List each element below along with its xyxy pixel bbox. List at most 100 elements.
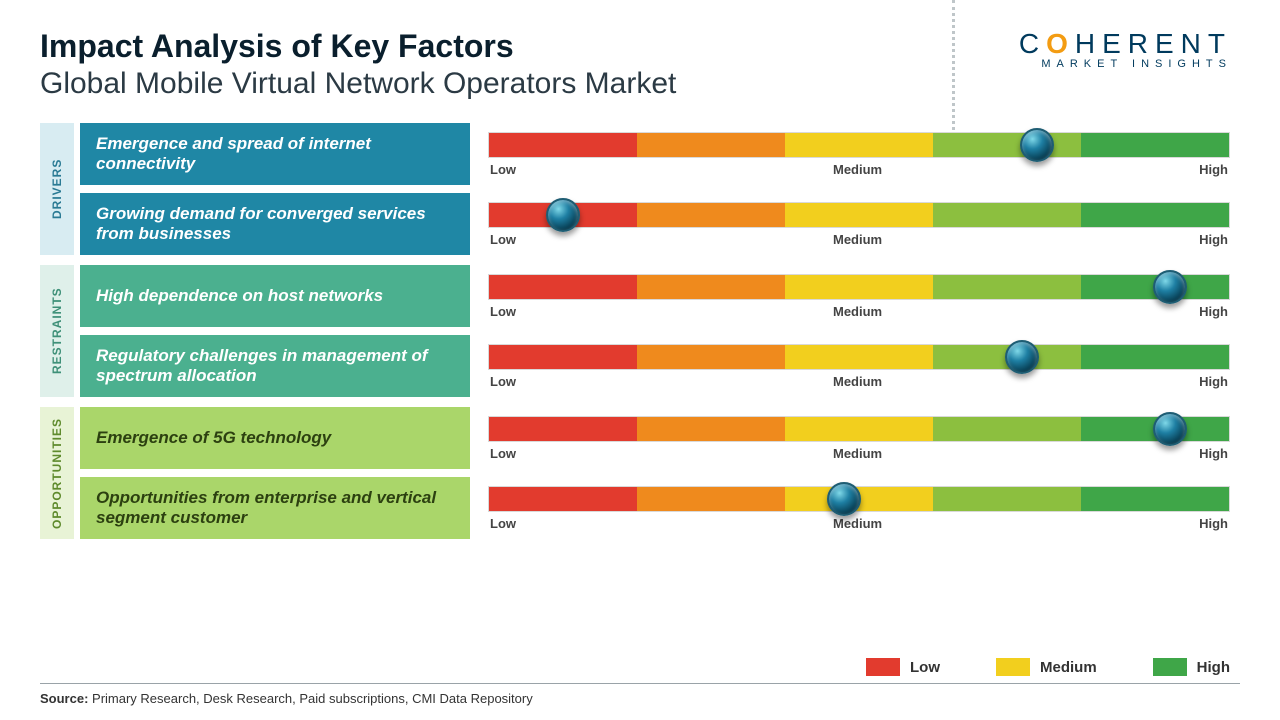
- logo-pre: C: [1019, 28, 1046, 59]
- scale-low: Low: [490, 516, 516, 531]
- impact-bar: [488, 344, 1230, 370]
- legend: Low Medium High: [866, 658, 1230, 676]
- bar-segment: [785, 275, 933, 299]
- rows-container: Emergence of 5G technology Low Medium High O…: [80, 407, 1240, 539]
- scale-high: High: [1199, 162, 1228, 177]
- scale-low: Low: [490, 446, 516, 461]
- source-text: Primary Research, Desk Research, Paid su…: [88, 691, 532, 706]
- impact-bar: [488, 486, 1230, 512]
- bar-segment: [785, 133, 933, 157]
- category-label-opps: OPPORTUNITIES: [40, 407, 74, 539]
- bar-segment: [637, 345, 785, 369]
- page-subtitle: Global Mobile Virtual Network Operators …: [40, 67, 676, 101]
- scale-wrap: Low Medium High: [488, 416, 1240, 461]
- scale-labels: Low Medium High: [488, 162, 1230, 177]
- scale-high: High: [1199, 446, 1228, 461]
- bar-segment: [785, 345, 933, 369]
- bar-segment: [1081, 487, 1229, 511]
- scale-labels: LowMediumHigh: [488, 374, 1230, 389]
- scale-labels: Low Medium High: [488, 304, 1230, 319]
- impact-knob[interactable]: [827, 482, 861, 516]
- impact-knob[interactable]: [1153, 412, 1187, 446]
- factor-box: Emergence and spread of internet connect…: [80, 123, 470, 185]
- header: Impact Analysis of Key Factors Global Mo…: [0, 0, 1280, 115]
- scale-high: High: [1199, 232, 1228, 247]
- factor-row: High dependence on host networks Low Mediu…: [80, 265, 1240, 327]
- factor-box: Emergence of 5G technology: [80, 407, 470, 469]
- impact-bar: [488, 202, 1230, 228]
- impact-knob[interactable]: [1153, 270, 1187, 304]
- bar-segment: [1081, 133, 1229, 157]
- scale-labels: LowMediumHigh: [488, 232, 1230, 247]
- bar-segment: [637, 203, 785, 227]
- bar-segment: [785, 417, 933, 441]
- category-label-restraints: RESTRAINTS: [40, 265, 74, 397]
- scale-high: High: [1199, 304, 1228, 319]
- factor-box: Opportunities from enterprise and vertic…: [80, 477, 470, 539]
- bar-segment: [637, 487, 785, 511]
- impact-bar: [488, 132, 1230, 158]
- scale-high: High: [1199, 516, 1228, 531]
- brand-logo: COHERENT MARKET INSIGHTS: [1019, 28, 1240, 70]
- factor-box: Growing demand for converged services fr…: [80, 193, 470, 255]
- legend-swatch: [996, 658, 1030, 676]
- bar-segment: [489, 487, 637, 511]
- legend-label: Low: [910, 659, 940, 676]
- bottom-rule: [40, 683, 1240, 684]
- scale-medium: Medium: [833, 304, 882, 319]
- factor-group-drivers: DRIVERSEmergence and spread of internet …: [40, 123, 1240, 255]
- logo-text: COHERENT: [1019, 28, 1232, 60]
- bar-segment: [1081, 203, 1229, 227]
- factor-row: Emergence of 5G technology Low Medium High: [80, 407, 1240, 469]
- category-label-drivers: DRIVERS: [40, 123, 74, 255]
- bar-segment: [933, 203, 1081, 227]
- rows-container: Emergence and spread of internet connect…: [80, 123, 1240, 255]
- scale-medium: Medium: [833, 162, 882, 177]
- bar-segment: [637, 417, 785, 441]
- scale-low: Low: [490, 162, 516, 177]
- legend-label: High: [1197, 659, 1230, 676]
- dotted-divider: [952, 0, 955, 130]
- bar-segment: [933, 417, 1081, 441]
- legend-label: Medium: [1040, 659, 1097, 676]
- impact-matrix: DRIVERSEmergence and spread of internet …: [0, 115, 1280, 539]
- factor-box: Regulatory challenges in management of s…: [80, 335, 470, 397]
- scale-low: Low: [490, 304, 516, 319]
- factor-group-restraints: RESTRAINTSHigh dependence on host networ…: [40, 265, 1240, 397]
- factor-row: Opportunities from enterprise and vertic…: [80, 477, 1240, 539]
- legend-item: Medium: [996, 658, 1097, 676]
- legend-item: High: [1153, 658, 1230, 676]
- scale-wrap: LowMediumHigh: [488, 202, 1240, 247]
- bar-segment: [637, 275, 785, 299]
- factor-row: Emergence and spread of internet connect…: [80, 123, 1240, 185]
- bar-segment: [489, 275, 637, 299]
- scale-wrap: Low Medium High: [488, 274, 1240, 319]
- bar-segment: [933, 275, 1081, 299]
- impact-knob[interactable]: [546, 198, 580, 232]
- bar-segment: [1081, 345, 1229, 369]
- impact-bar: [488, 416, 1230, 442]
- title-block: Impact Analysis of Key Factors Global Mo…: [40, 28, 676, 101]
- scale-wrap: Low Medium High: [488, 486, 1240, 531]
- rows-container: High dependence on host networks Low Mediu…: [80, 265, 1240, 397]
- impact-knob[interactable]: [1020, 128, 1054, 162]
- page-title: Impact Analysis of Key Factors: [40, 28, 676, 65]
- source-label: Source:: [40, 691, 88, 706]
- scale-labels: Low Medium High: [488, 516, 1230, 531]
- bar-segment: [637, 133, 785, 157]
- scale-wrap: LowMediumHigh: [488, 344, 1240, 389]
- legend-swatch: [1153, 658, 1187, 676]
- scale-high: High: [1199, 374, 1228, 389]
- scale-wrap: Low Medium High: [488, 132, 1240, 177]
- factor-row: Regulatory challenges in management of s…: [80, 335, 1240, 397]
- scale-medium: Medium: [833, 446, 882, 461]
- factor-group-opps: OPPORTUNITIESEmergence of 5G technology L…: [40, 407, 1240, 539]
- scale-medium: Medium: [833, 516, 882, 531]
- scale-low: Low: [490, 374, 516, 389]
- bar-segment: [933, 133, 1081, 157]
- scale-labels: Low Medium High: [488, 446, 1230, 461]
- factor-box: High dependence on host networks: [80, 265, 470, 327]
- impact-knob[interactable]: [1005, 340, 1039, 374]
- bar-segment: [785, 203, 933, 227]
- bar-segment: [489, 345, 637, 369]
